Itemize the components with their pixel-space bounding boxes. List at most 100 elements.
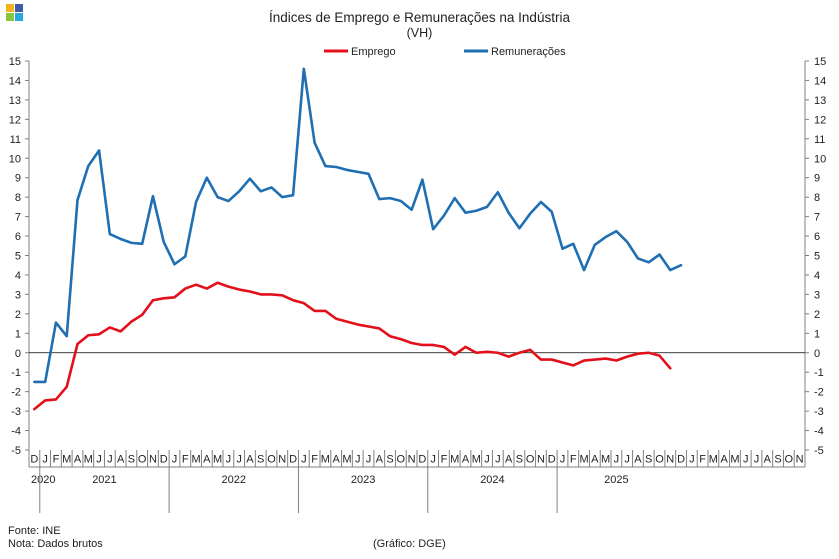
y-tick-label-right: 4: [814, 270, 820, 282]
x-tick-label: A: [203, 454, 211, 466]
x-tick-label: J: [754, 454, 760, 466]
legend-label: Emprego: [351, 46, 396, 58]
dge-logo: [6, 4, 24, 22]
y-tick-label-left: 0: [15, 348, 21, 360]
logo-square-yellow: [6, 4, 14, 12]
x-tick-label: O: [397, 454, 406, 466]
year-label: 2025: [604, 474, 628, 486]
y-tick-label-right: 2: [814, 309, 820, 321]
x-tick-label: N: [666, 454, 674, 466]
x-tick-label: M: [84, 454, 93, 466]
x-tick-label: M: [579, 454, 588, 466]
x-tick-label: J: [96, 454, 102, 466]
x-tick-label: F: [570, 454, 577, 466]
x-tick-label: F: [53, 454, 60, 466]
y-tick-label-left: 15: [9, 56, 21, 68]
chart-subtitle: (VH): [406, 26, 433, 40]
series-line-remuneracoes: [33, 67, 683, 384]
y-tick-label-left: 2: [15, 309, 21, 321]
x-tick-label: J: [430, 454, 436, 466]
x-tick-label: A: [246, 454, 254, 466]
x-tick-label: J: [614, 454, 620, 466]
x-tick-label: O: [526, 454, 535, 466]
x-tick-label: J: [226, 454, 232, 466]
x-tick-label: S: [774, 454, 781, 466]
y-tick-label-right: 6: [814, 231, 820, 243]
y-tick-label-left: 10: [9, 153, 21, 165]
y-tick-label-right: 10: [814, 153, 826, 165]
x-tick-label: J: [236, 454, 242, 466]
x-tick-label: F: [699, 454, 706, 466]
logo-square-blue: [15, 4, 23, 12]
y-tick-label-right: 1: [814, 328, 820, 340]
y-tick-label-right: -2: [814, 387, 824, 399]
x-tick-label: J: [107, 454, 113, 466]
x-tick-label: D: [418, 454, 426, 466]
x-tick-label: J: [743, 454, 749, 466]
x-tick-label: S: [386, 454, 393, 466]
y-tick-label-right: 15: [814, 56, 826, 68]
series-line-emprego: [33, 281, 672, 411]
x-tick-label: J: [689, 454, 695, 466]
x-tick-label: J: [42, 454, 48, 466]
legend-label: Remunerações: [491, 46, 566, 58]
y-tick-label-right: -4: [814, 426, 824, 438]
x-tick-label: D: [30, 454, 38, 466]
x-tick-label: M: [450, 454, 459, 466]
x-tick-label: M: [730, 454, 739, 466]
y-tick-label-left: -3: [11, 406, 21, 418]
y-tick-label-left: 12: [9, 114, 21, 126]
x-tick-label: A: [332, 454, 340, 466]
year-label: 2022: [222, 474, 246, 486]
x-tick-label: A: [462, 454, 470, 466]
x-tick-label: N: [796, 454, 804, 466]
x-tick-label: N: [537, 454, 545, 466]
y-tick-label-left: -1: [11, 367, 21, 379]
source-note: Fonte: INE: [8, 525, 61, 537]
x-tick-label: A: [720, 454, 728, 466]
y-tick-label-left: -4: [11, 426, 21, 438]
y-tick-label-right: 13: [814, 95, 826, 107]
x-tick-label: M: [191, 454, 200, 466]
year-label: 2021: [92, 474, 116, 486]
y-tick-label-right: 14: [814, 75, 826, 87]
x-tick-label: A: [764, 454, 772, 466]
x-tick-label: S: [128, 454, 135, 466]
x-tick-label: S: [516, 454, 523, 466]
x-tick-label: D: [289, 454, 297, 466]
x-tick-label: A: [74, 454, 82, 466]
x-tick-label: M: [472, 454, 481, 466]
y-tick-label-left: 5: [15, 251, 21, 263]
y-tick-label-right: 0: [814, 348, 820, 360]
y-tick-label-left: 7: [15, 212, 21, 224]
x-tick-label: J: [355, 454, 361, 466]
x-tick-label: O: [138, 454, 147, 466]
x-tick-label: J: [495, 454, 501, 466]
y-tick-label-left: 9: [15, 173, 21, 185]
y-tick-label-left: 11: [10, 134, 21, 146]
y-tick-label-left: 6: [15, 231, 21, 243]
y-tick-label-right: 7: [814, 212, 820, 224]
x-tick-label: N: [408, 454, 416, 466]
x-tick-label: F: [311, 454, 318, 466]
x-tick-label: A: [591, 454, 599, 466]
y-tick-label-right: 12: [814, 114, 826, 126]
x-tick-label: D: [677, 454, 685, 466]
year-label: 2023: [351, 474, 375, 486]
x-tick-label: M: [321, 454, 330, 466]
chart-title: Índices de Emprego e Remunerações na Ind…: [269, 10, 570, 25]
x-tick-label: J: [484, 454, 490, 466]
x-tick-label: S: [257, 454, 264, 466]
x-tick-label: O: [785, 454, 794, 466]
x-tick-label: M: [213, 454, 222, 466]
y-tick-label-right: 5: [814, 251, 820, 263]
data-note: Nota: Dados brutos: [8, 538, 103, 550]
y-tick-label-right: 9: [814, 173, 820, 185]
y-tick-label-left: -5: [11, 445, 21, 457]
year-label: 2020: [31, 474, 55, 486]
y-tick-label-right: -5: [814, 445, 824, 457]
x-tick-label: M: [709, 454, 718, 466]
logo-square-green: [6, 13, 14, 21]
y-tick-label-left: 13: [9, 95, 21, 107]
